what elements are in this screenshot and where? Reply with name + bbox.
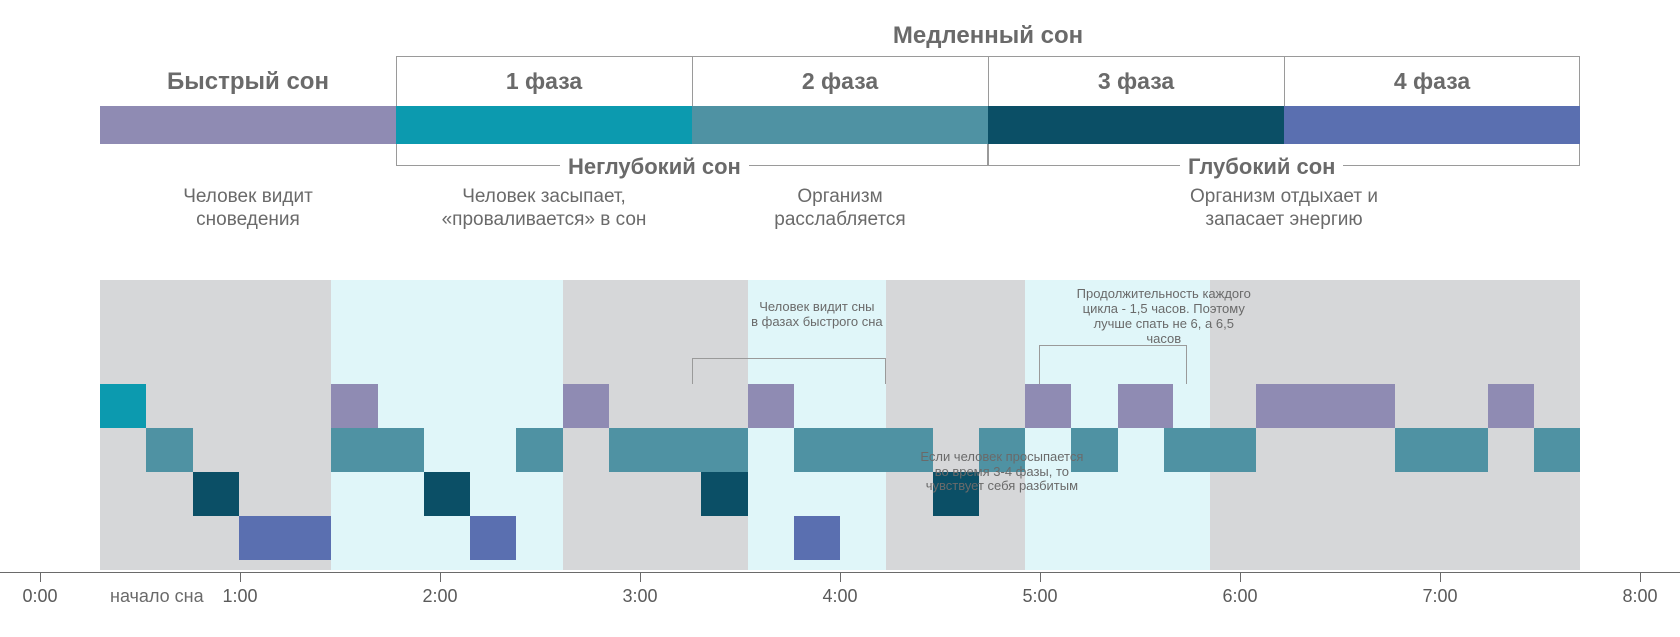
rem-label: Быстрый сон xyxy=(100,68,396,96)
phase1-label: 1 фаза xyxy=(396,68,692,95)
phase-sep xyxy=(988,56,989,106)
sleep-phase-cell xyxy=(239,516,332,560)
annotation-bracket xyxy=(692,358,886,384)
axis-tick xyxy=(1240,572,1241,582)
axis-tick xyxy=(1040,572,1041,582)
sleep-phase-cell xyxy=(331,428,377,472)
phase1-desc: Человек засыпает,«проваливается» в сон xyxy=(396,186,692,232)
sleep-phase-cell xyxy=(331,384,377,428)
axis-tick xyxy=(40,572,41,582)
axis-tick xyxy=(1640,572,1641,582)
sleep-phase-cell xyxy=(1395,428,1488,472)
phase-sep xyxy=(1284,56,1285,106)
annotation-bracket xyxy=(1039,345,1187,384)
axis-tick-label: 6:00 xyxy=(1222,586,1257,607)
sleep-phase-cell xyxy=(794,428,840,472)
axis-tick xyxy=(1440,572,1441,582)
sleep-phase-cell xyxy=(100,384,146,428)
chart-annotation: Человек видит сныв фазах быстрого сна xyxy=(701,300,932,330)
phase2-color-bar xyxy=(692,106,988,144)
sleep-phase-cell xyxy=(1534,428,1580,472)
sleep-phase-cell xyxy=(701,472,747,516)
rem-desc: Человек видитсноведения xyxy=(100,186,396,232)
axis-tick-label: 1:00 xyxy=(222,586,257,607)
axis-tick-label: 7:00 xyxy=(1422,586,1457,607)
axis-tick-label: 5:00 xyxy=(1022,586,1057,607)
phase2-desc: Организмрасслабляется xyxy=(692,186,988,232)
phase-sep xyxy=(692,56,693,106)
sleep-start-label: начало сна xyxy=(110,586,204,607)
shallow-label: Неглубокий сон xyxy=(560,154,749,180)
phase3-label: 3 фаза xyxy=(988,68,1284,95)
sleep-phase-cell xyxy=(193,472,239,516)
deep-desc: Организм отдыхает изапасает энергию xyxy=(988,186,1580,232)
axis-tick-label: 3:00 xyxy=(622,586,657,607)
phase2-label: 2 фаза xyxy=(692,68,988,95)
chart-annotation: Продолжительность каждогоцикла - 1,5 час… xyxy=(1025,287,1303,347)
rem-color-bar xyxy=(100,106,396,144)
sleep-phases-diagram: Быстрый сон Медленный сон 1 фаза 2 фаза … xyxy=(0,0,1680,637)
axis-tick xyxy=(640,572,641,582)
chart-annotation: Если человек просыпаетсяво время 3-4 фаз… xyxy=(886,450,1117,495)
sleep-phase-cell xyxy=(748,384,794,428)
sleep-phase-cell xyxy=(378,428,424,472)
sleep-phase-cell xyxy=(794,516,840,560)
sleep-phase-cell xyxy=(516,428,562,472)
axis-tick xyxy=(240,572,241,582)
deep-label: Глубокий сон xyxy=(1180,154,1343,180)
axis-tick xyxy=(840,572,841,582)
sleep-phase-cell xyxy=(609,428,702,472)
phase4-label: 4 фаза xyxy=(1284,68,1580,95)
sleep-phase-cell xyxy=(701,428,747,472)
phase1-color-bar xyxy=(396,106,692,144)
axis-tick-label: 0:00 xyxy=(22,586,57,607)
hypnogram-chart: Человек видит сныв фазах быстрого сна Про… xyxy=(100,280,1580,580)
sleep-phase-cell xyxy=(1145,384,1173,428)
axis-tick-label: 8:00 xyxy=(1622,586,1657,607)
axis-tick-label: 4:00 xyxy=(822,586,857,607)
phase4-color-bar xyxy=(1284,106,1580,144)
phase3-color-bar xyxy=(988,106,1284,144)
sleep-phase-cell xyxy=(146,428,192,472)
sleep-phase-cell xyxy=(1025,384,1071,428)
sleep-phase-cell xyxy=(563,384,609,428)
sleep-phase-cell xyxy=(424,472,470,516)
slow-sleep-title: Медленный сон xyxy=(396,22,1580,50)
sleep-phase-cell xyxy=(470,516,516,560)
sleep-phase-cell xyxy=(1164,428,1257,472)
axis-tick xyxy=(440,572,441,582)
sleep-phase-cell xyxy=(1256,384,1395,428)
axis-tick-label: 2:00 xyxy=(422,586,457,607)
sleep-phase-cell xyxy=(1488,384,1534,428)
